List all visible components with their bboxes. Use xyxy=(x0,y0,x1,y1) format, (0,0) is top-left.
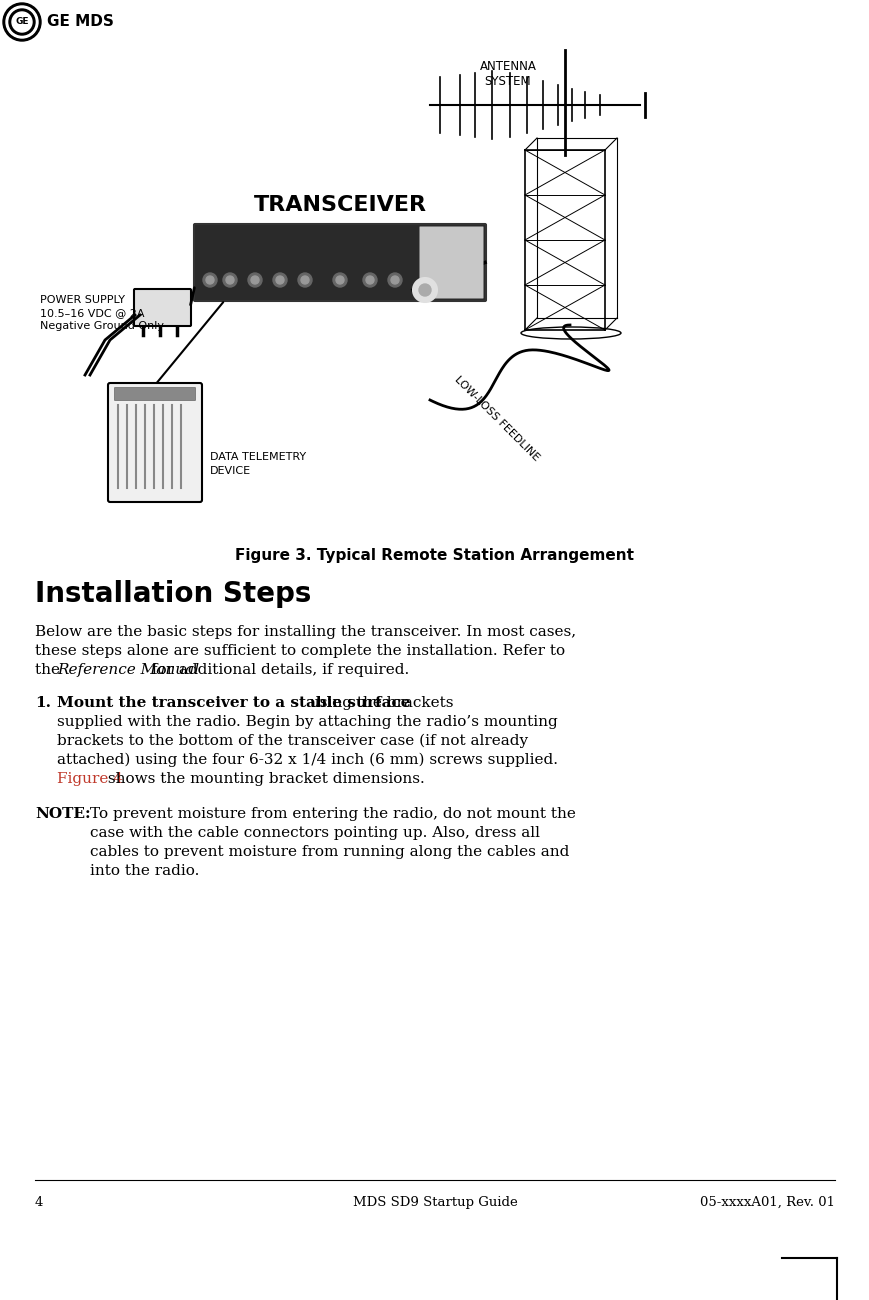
Text: GE: GE xyxy=(16,17,29,26)
Circle shape xyxy=(248,273,262,287)
Text: Installation Steps: Installation Steps xyxy=(35,580,311,608)
Text: Reference Manual: Reference Manual xyxy=(57,663,199,677)
Circle shape xyxy=(202,273,216,287)
Circle shape xyxy=(301,276,308,283)
Circle shape xyxy=(222,273,236,287)
Text: these steps alone are sufficient to complete the installation. Refer to: these steps alone are sufficient to comp… xyxy=(35,644,565,658)
Text: 1.: 1. xyxy=(35,696,51,710)
Circle shape xyxy=(273,273,287,287)
Text: shows the mounting bracket dimensions.: shows the mounting bracket dimensions. xyxy=(103,772,425,786)
Text: into the radio.: into the radio. xyxy=(90,864,199,878)
Circle shape xyxy=(275,276,283,283)
Text: case with the cable connectors pointing up. Also, dress all: case with the cable connectors pointing … xyxy=(90,826,540,840)
Text: using the brackets: using the brackets xyxy=(305,696,453,710)
Text: 10.5–16 VDC @ 2A: 10.5–16 VDC @ 2A xyxy=(40,308,144,318)
Circle shape xyxy=(3,3,41,42)
Circle shape xyxy=(366,276,374,283)
Circle shape xyxy=(9,9,35,35)
Text: Mount the transceiver to a stable surface: Mount the transceiver to a stable surfac… xyxy=(57,696,410,710)
Text: Negative Ground Only: Negative Ground Only xyxy=(40,321,164,332)
FancyBboxPatch shape xyxy=(194,224,486,302)
Text: 05-xxxxA01, Rev. 01: 05-xxxxA01, Rev. 01 xyxy=(700,1196,834,1209)
Text: POWER SUPPLY: POWER SUPPLY xyxy=(40,295,125,306)
Circle shape xyxy=(333,273,347,287)
Text: for additional details, if required.: for additional details, if required. xyxy=(147,663,408,677)
Text: attached) using the four 6-32 x 1/4 inch (6 mm) screws supplied.: attached) using the four 6-32 x 1/4 inch… xyxy=(57,753,557,767)
FancyBboxPatch shape xyxy=(134,289,191,326)
Text: Below are the basic steps for installing the transceiver. In most cases,: Below are the basic steps for installing… xyxy=(35,625,575,640)
Circle shape xyxy=(226,276,234,283)
Circle shape xyxy=(335,276,343,283)
Text: DATA TELEMETRY: DATA TELEMETRY xyxy=(209,452,306,463)
Text: cables to prevent moisture from running along the cables and: cables to prevent moisture from running … xyxy=(90,845,568,859)
Text: brackets to the bottom of the transceiver case (if not already: brackets to the bottom of the transceive… xyxy=(57,734,527,749)
Circle shape xyxy=(251,276,259,283)
Text: LOW-LOSS FEEDLINE: LOW-LOSS FEEDLINE xyxy=(452,374,541,463)
Text: DEVICE: DEVICE xyxy=(209,467,251,477)
FancyBboxPatch shape xyxy=(419,226,483,299)
Circle shape xyxy=(206,276,214,283)
Circle shape xyxy=(419,283,430,296)
Circle shape xyxy=(413,278,436,302)
Text: TRANSCEIVER: TRANSCEIVER xyxy=(253,195,426,215)
Circle shape xyxy=(388,273,401,287)
Circle shape xyxy=(298,273,312,287)
Text: supplied with the radio. Begin by attaching the radio’s mounting: supplied with the radio. Begin by attach… xyxy=(57,715,557,729)
Text: GE MDS: GE MDS xyxy=(47,14,114,30)
Text: MDS SD9 Startup Guide: MDS SD9 Startup Guide xyxy=(352,1196,517,1209)
FancyBboxPatch shape xyxy=(108,384,202,502)
Circle shape xyxy=(362,273,376,287)
Text: Figure 3. Typical Remote Station Arrangement: Figure 3. Typical Remote Station Arrange… xyxy=(235,549,634,563)
Text: Figure 4: Figure 4 xyxy=(57,772,123,786)
Circle shape xyxy=(12,12,32,32)
Circle shape xyxy=(390,276,399,283)
Text: ANTENNA
SYSTEM: ANTENNA SYSTEM xyxy=(479,60,536,88)
Text: NOTE:: NOTE: xyxy=(35,807,90,822)
Text: To prevent moisture from entering the radio, do not mount the: To prevent moisture from entering the ra… xyxy=(90,807,575,822)
Text: the: the xyxy=(35,663,65,677)
Circle shape xyxy=(6,6,38,38)
FancyBboxPatch shape xyxy=(115,387,196,400)
Text: 4: 4 xyxy=(35,1196,43,1209)
